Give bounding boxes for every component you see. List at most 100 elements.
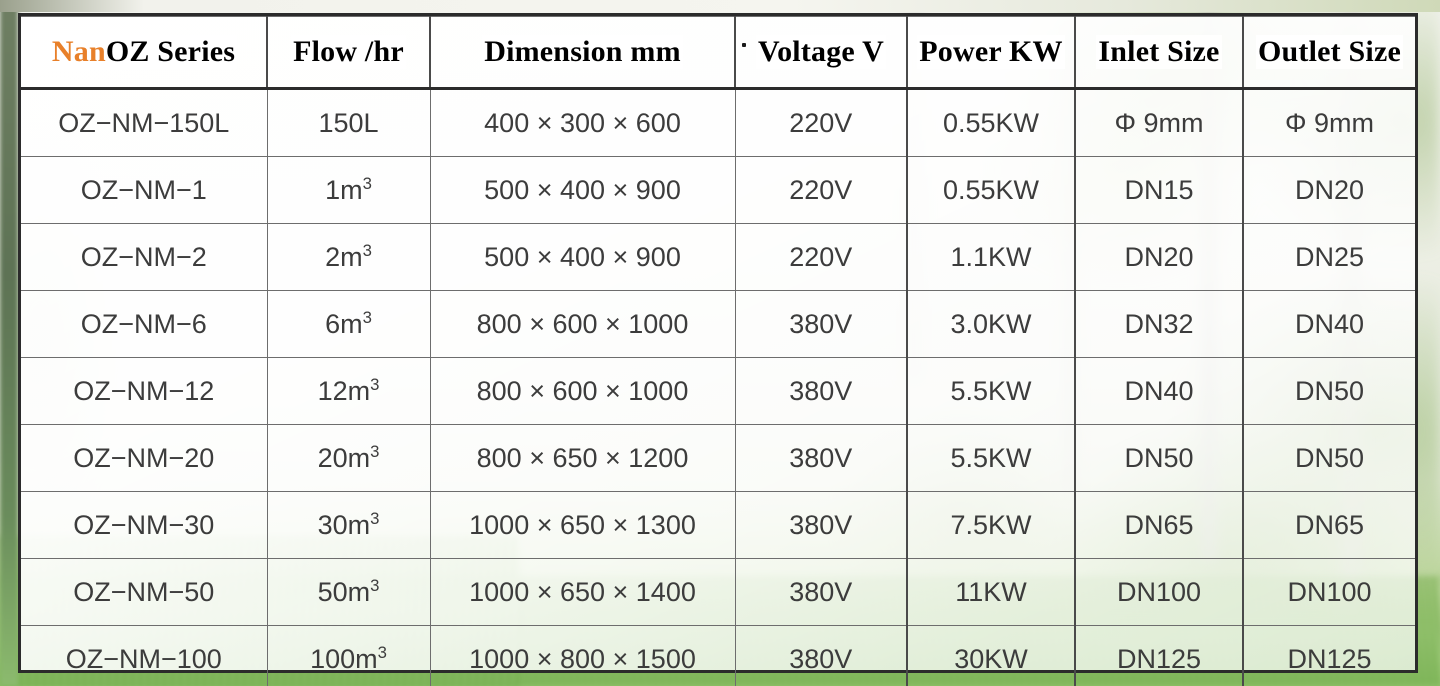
- background-left-edge: [0, 0, 18, 686]
- cell-model-value: OZ−NM−100: [65, 643, 222, 674]
- cell-inlet-value: DN50: [1124, 442, 1194, 473]
- cell-voltage: 220V: [734, 156, 908, 224]
- cell-dimension-value: 1000 × 650 × 1300: [469, 509, 696, 540]
- brand-prefix: Nan: [51, 35, 106, 68]
- column-header-outlet-label: Outlet Size: [1255, 35, 1403, 69]
- cell-power: 5.5KW: [906, 424, 1076, 492]
- cell-model-value: OZ−NM−30: [73, 509, 215, 540]
- cell-flow-value: 100m: [310, 643, 378, 674]
- cell-model: OZ−NM−50: [21, 558, 268, 626]
- cell-inlet-value: DN65: [1124, 509, 1194, 540]
- cell-dimension: 800 × 600 × 1000: [429, 290, 736, 358]
- cell-flow: 150L: [266, 88, 431, 157]
- cell-dimension: 1000 × 650 × 1300: [429, 491, 736, 559]
- cubic-metre-exponent: 3: [370, 441, 380, 461]
- cubic-metre-exponent: 3: [370, 508, 380, 528]
- cell-inlet: DN40: [1074, 357, 1244, 425]
- column-header-power: Power KW: [906, 16, 1076, 90]
- table-row: OZ−NM−20 20m3 800 × 650 × 1200 380V 5.5KW DN5…: [21, 424, 1415, 492]
- cell-power-value: 7.5KW: [950, 509, 1032, 540]
- column-header-dimension: Dimension mm: [429, 16, 736, 90]
- cell-outlet: DN25: [1242, 223, 1415, 291]
- cell-outlet: DN65: [1242, 491, 1415, 559]
- column-header-dimension-label: Dimension mm: [482, 35, 683, 69]
- cubic-metre-exponent: 3: [370, 575, 380, 595]
- cell-power-value: 1.1KW: [950, 241, 1032, 272]
- cubic-metre-exponent: 3: [370, 374, 380, 394]
- cell-flow-value: 2m: [325, 241, 363, 272]
- cubic-metre-exponent: 3: [362, 240, 372, 260]
- table-row: OZ−NM−1 1m3 500 × 400 × 900 220V 0.55KW DN15 D…: [21, 156, 1415, 224]
- cubic-metre-exponent: 3: [362, 307, 372, 327]
- cell-inlet: DN32: [1074, 290, 1244, 358]
- cell-inlet: Φ 9mm: [1074, 88, 1244, 157]
- cell-voltage: 380V: [734, 625, 908, 686]
- cell-flow-value: 50m: [317, 576, 371, 607]
- table-row: OZ−NM−30 30m3 1000 × 650 × 1300 380V 7.5KW DN…: [21, 491, 1415, 559]
- cell-outlet: DN50: [1242, 424, 1415, 492]
- cell-inlet-value: Φ 9mm: [1114, 107, 1204, 138]
- cell-power: 7.5KW: [906, 491, 1076, 559]
- cell-outlet-value: DN50: [1294, 442, 1365, 473]
- cell-voltage-value: 380V: [789, 509, 853, 540]
- cell-outlet-value: DN100: [1287, 576, 1372, 607]
- cell-flow-value: 1m: [325, 174, 363, 205]
- cell-flow: 2m3: [266, 223, 431, 291]
- cell-inlet: DN50: [1074, 424, 1244, 492]
- background-top-strip: [0, 0, 1440, 12]
- cell-dimension: 800 × 600 × 1000: [429, 357, 736, 425]
- table-row: OZ−NM−2 2m3 500 × 400 × 900 220V 1.1KW DN20 DN…: [21, 223, 1415, 291]
- cell-inlet-value: DN32: [1124, 308, 1194, 339]
- specification-table-container: NanOZ Series Flow /hr Dimension mm Volta…: [18, 13, 1418, 686]
- cell-flow: 1m3: [266, 156, 431, 224]
- cell-voltage: 380V: [734, 424, 908, 492]
- cell-voltage-value: 220V: [789, 174, 853, 205]
- table-row: OZ−NM−12 12m3 800 × 600 × 1000 380V 5.5KW DN4…: [21, 357, 1415, 425]
- column-header-model-label: OZ Series: [105, 35, 236, 68]
- cell-power: 5.5KW: [906, 357, 1076, 425]
- cell-outlet-value: DN20: [1294, 174, 1365, 205]
- column-header-model: NanOZ Series: [21, 16, 268, 90]
- column-header-outlet: Outlet Size: [1242, 16, 1415, 90]
- cell-model: OZ−NM−6: [21, 290, 268, 358]
- cell-outlet: DN100: [1242, 558, 1415, 626]
- cell-power-value: 0.55KW: [942, 174, 1040, 205]
- column-header-inlet: Inlet Size: [1074, 16, 1244, 90]
- cell-flow: 30m3: [266, 491, 431, 559]
- cell-inlet-value: DN15: [1124, 174, 1194, 205]
- cell-power: 1.1KW: [906, 223, 1076, 291]
- cell-flow-value: 30m: [317, 509, 371, 540]
- cell-flow: 20m3: [266, 424, 431, 492]
- cell-power-value: 3.0KW: [950, 308, 1032, 339]
- cell-dimension-value: 500 × 400 × 900: [484, 241, 681, 272]
- cell-voltage-value: 220V: [789, 107, 853, 138]
- cell-flow: 12m3: [266, 357, 431, 425]
- cell-inlet-value: DN20: [1124, 241, 1194, 272]
- cell-inlet: DN100: [1074, 558, 1244, 626]
- cell-outlet-value: Φ 9mm: [1284, 107, 1375, 138]
- column-header-voltage-label: Voltage V: [756, 35, 886, 69]
- cell-power: 30KW: [906, 625, 1076, 686]
- cell-outlet-value: DN50: [1294, 375, 1365, 406]
- cell-model-value: OZ−NM−6: [80, 308, 207, 339]
- cell-flow: 100m3: [266, 625, 431, 686]
- cell-outlet-value: DN40: [1294, 308, 1365, 339]
- cell-voltage: 220V: [734, 88, 908, 157]
- cell-power: 3.0KW: [906, 290, 1076, 358]
- cell-dimension-value: 400 × 300 × 600: [484, 107, 681, 138]
- cell-inlet-value: DN100: [1116, 576, 1202, 607]
- cell-voltage-value: 380V: [789, 576, 853, 607]
- cell-voltage-value: 220V: [789, 241, 853, 272]
- cell-power-value: 30KW: [954, 643, 1028, 674]
- cell-model-value: OZ−NM−2: [80, 241, 207, 272]
- cell-dimension: 1000 × 650 × 1400: [429, 558, 736, 626]
- cell-flow-value: 12m: [317, 375, 371, 406]
- cell-dimension: 500 × 400 × 900: [429, 223, 736, 291]
- specification-table: NanOZ Series Flow /hr Dimension mm Volta…: [21, 16, 1415, 686]
- cell-flow: 50m3: [266, 558, 431, 626]
- cell-dimension: 1000 × 800 × 1500: [429, 625, 736, 686]
- cell-dimension-value: 800 × 600 × 1000: [476, 375, 689, 406]
- column-header-power-label: Power KW: [917, 35, 1065, 69]
- compression-artifact-dot: [742, 43, 746, 47]
